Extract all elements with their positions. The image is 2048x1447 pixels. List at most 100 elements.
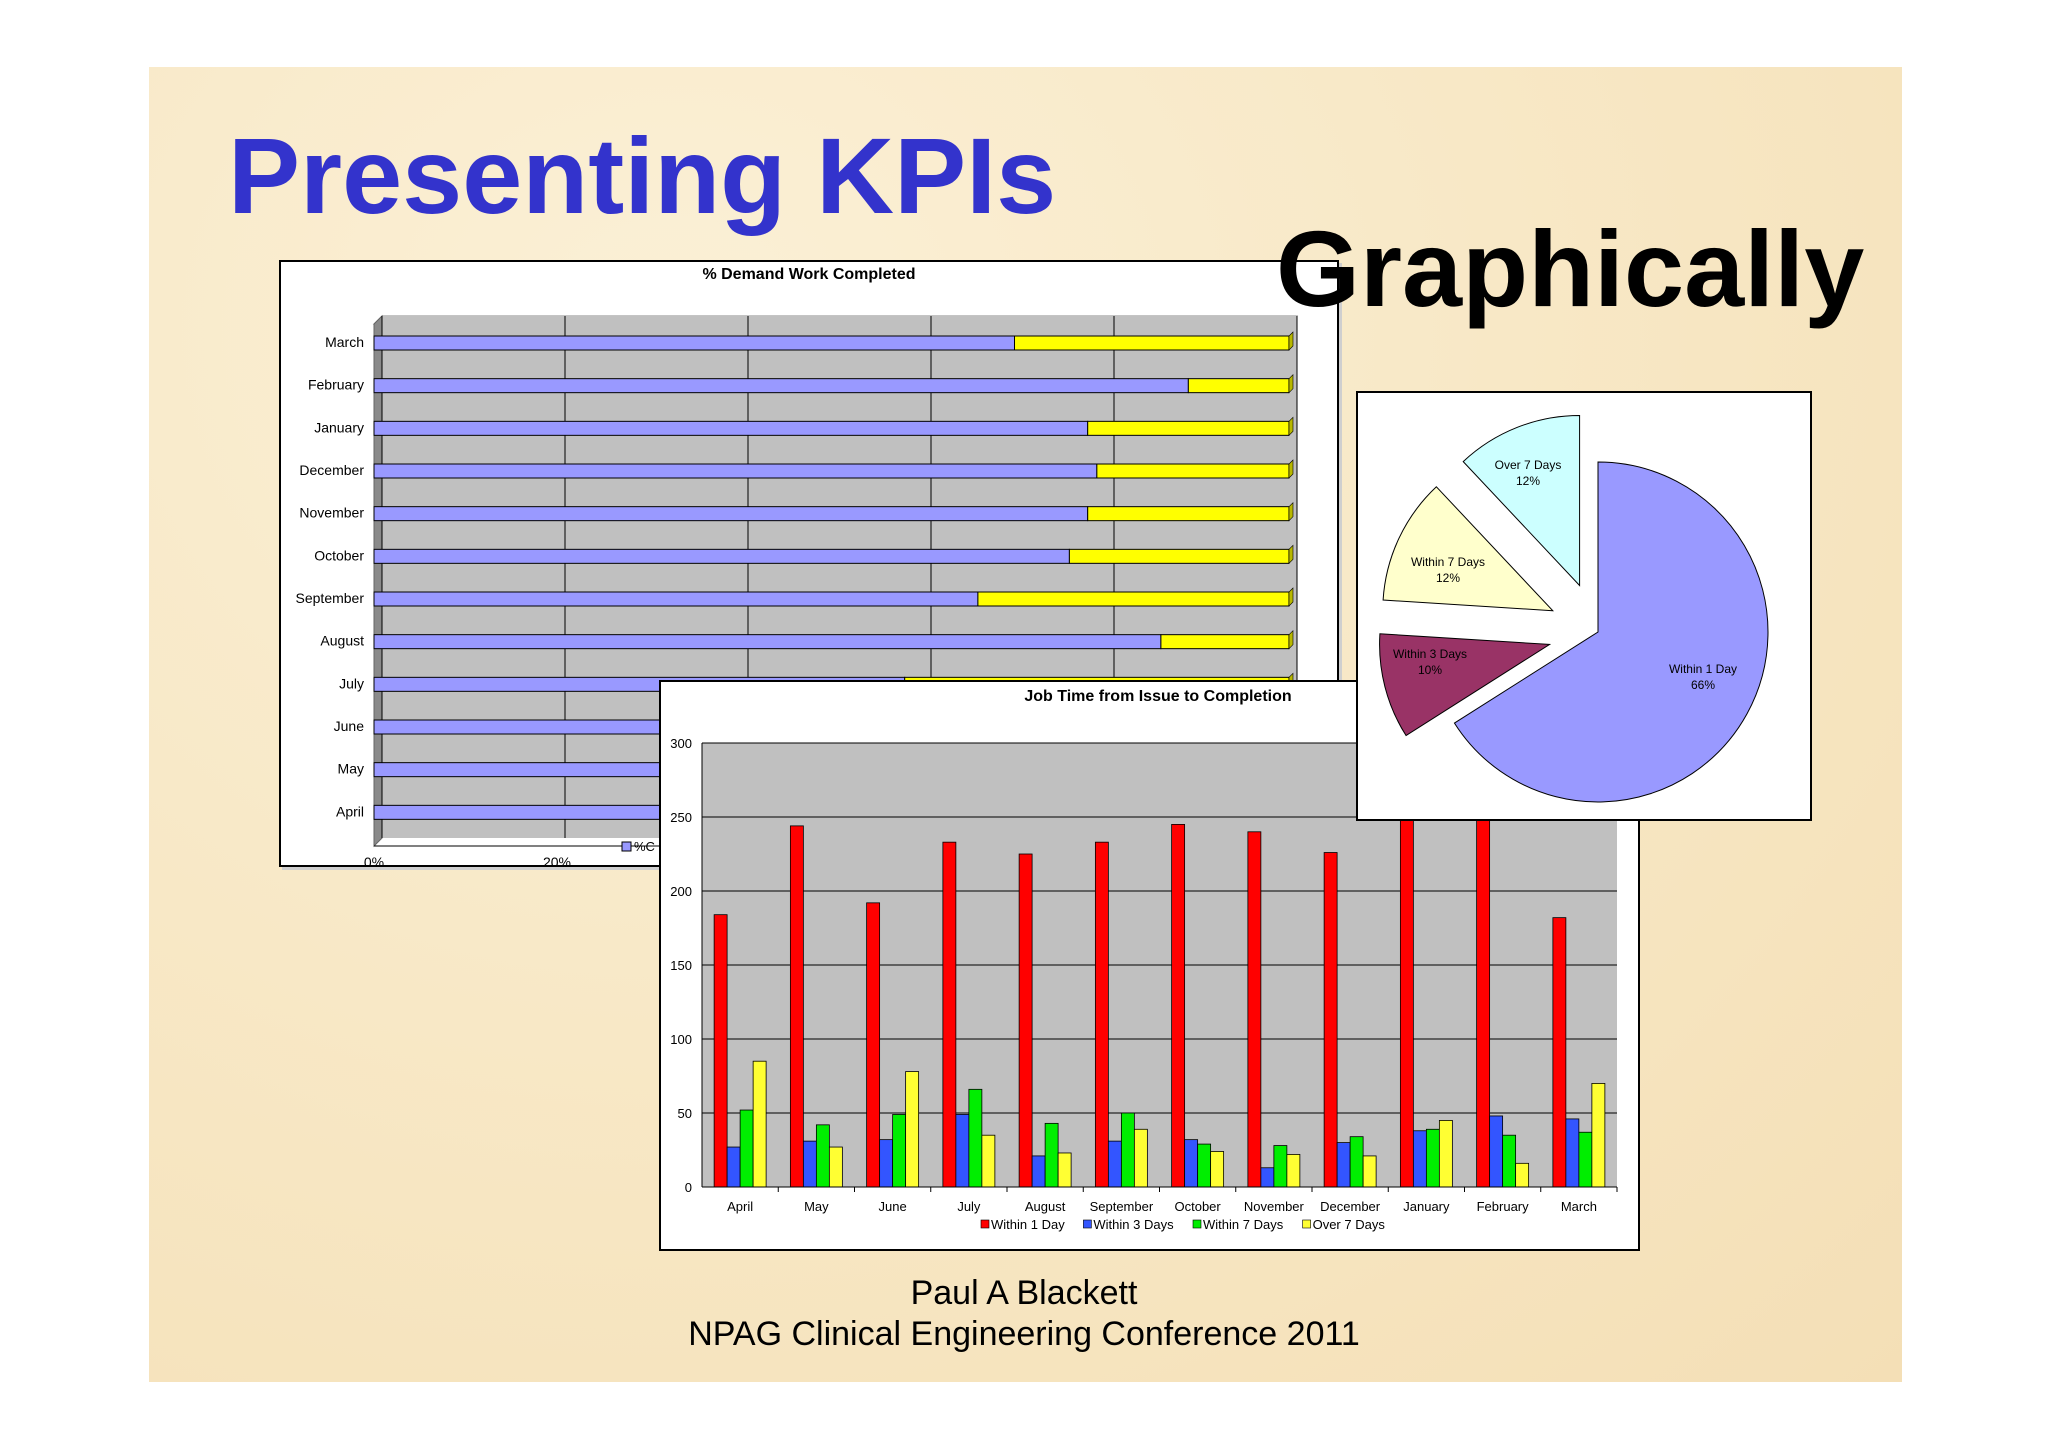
- jobtime-bar-within-3-days: [726, 1146, 741, 1188]
- demand-category-label: December: [299, 462, 364, 478]
- jobtime-category-label: May: [804, 1199, 829, 1214]
- pie-slice-within-3-days: [1379, 633, 1552, 737]
- jobtime-bar-within-1-day: [1247, 831, 1262, 1188]
- demand-completed-bar: [373, 506, 1089, 522]
- pie-slice-within-7-days: [1382, 486, 1554, 612]
- pie-slice-percent: 12%: [1436, 571, 1460, 585]
- demand-remaining-bar: [1087, 420, 1290, 436]
- jobtime-legend-swatch: [1192, 1219, 1202, 1229]
- demand-legend-label: %C: [634, 839, 655, 854]
- jobtime-bar-over-7-days: [1362, 1155, 1377, 1188]
- demand-category-label: July: [339, 675, 364, 691]
- demand-remaining-bar: [1068, 548, 1290, 564]
- demand-category-label: April: [336, 803, 364, 819]
- jobtime-bar-within-1-day: [1552, 917, 1567, 1188]
- demand-remaining-bar: [977, 591, 1290, 607]
- pie-slice-name: Within 3 Days: [1393, 647, 1467, 661]
- demand-remaining-bar: [1087, 506, 1290, 522]
- jobtime-bar-over-7-days: [1057, 1152, 1072, 1188]
- demand-category-label: March: [325, 334, 364, 350]
- jobtime-legend-label: Within 3 Days: [1093, 1217, 1174, 1232]
- demand-legend-swatch: [621, 841, 632, 852]
- demand-remaining-bar: [1096, 463, 1290, 479]
- jobtime-legend-swatch: [980, 1219, 990, 1229]
- footer-author: Paul A Blackett: [910, 1274, 1138, 1312]
- jobtime-category-label: July: [957, 1199, 981, 1214]
- demand-remaining-bar: [1014, 335, 1290, 351]
- slide-title: Presenting KPIs: [228, 115, 1057, 236]
- jobtime-bar-within-3-days: [879, 1139, 894, 1188]
- demand-category-label: October: [314, 547, 364, 563]
- jobtime-bar-within-7-days: [1578, 1131, 1593, 1188]
- jobtime-bar-over-7-days: [1210, 1151, 1225, 1188]
- jobtime-bar-within-3-days: [1260, 1167, 1275, 1188]
- jobtime-bar-within-1-day: [1399, 798, 1414, 1188]
- jobtime-category-label: November: [1244, 1199, 1305, 1214]
- demand-remaining-bar: [1160, 634, 1290, 650]
- jobtime-bar-within-7-days: [1120, 1112, 1135, 1188]
- jobtime-bar-within-7-days: [1273, 1145, 1288, 1188]
- jobtime-bar-within-7-days: [1197, 1143, 1212, 1188]
- jobtime-bar-within-7-days: [1425, 1128, 1440, 1188]
- jobtime-bar-within-1-day: [866, 902, 881, 1188]
- slide-title-continuation: Graphically: [1276, 208, 1865, 329]
- jobtime-legend-label: Within 7 Days: [1203, 1217, 1284, 1232]
- jobtime-y-tick: 150: [670, 958, 692, 973]
- jobtime-bar-within-1-day: [942, 841, 957, 1188]
- jobtime-bar-within-1-day: [1018, 853, 1033, 1188]
- demand-completed-bar: [373, 335, 1015, 351]
- jobtime-bar-within-1-day: [1094, 841, 1109, 1188]
- demand-bar-end-face: [1288, 501, 1294, 522]
- jobtime-bar-within-7-days: [815, 1124, 830, 1188]
- jobtime-y-tick: 300: [670, 736, 692, 751]
- demand-completed-bar: [373, 591, 979, 607]
- pie-slice-over-7-days: [1462, 415, 1581, 587]
- jobtime-category-label: August: [1025, 1199, 1066, 1214]
- jobtime-bar-over-7-days: [1515, 1162, 1530, 1188]
- pie-slice-within-1-day: [1453, 461, 1769, 803]
- jobtime-category-label: December: [1320, 1199, 1381, 1214]
- jobtime-bar-over-7-days: [905, 1071, 920, 1188]
- jobtime-bar-within-3-days: [1412, 1130, 1427, 1188]
- jobtime-bar-within-1-day: [789, 825, 804, 1188]
- jobtime-legend-swatch: [1083, 1219, 1092, 1229]
- demand-completed-bar: [373, 548, 1070, 564]
- pie-slice-percent: 12%: [1516, 474, 1540, 488]
- jobtime-legend-swatch: [1302, 1219, 1311, 1229]
- jobtime-bar-within-1-day: [1171, 823, 1186, 1188]
- jobtime-legend-label: Within 1 Day: [991, 1217, 1065, 1232]
- jobtime-bar-within-7-days: [892, 1114, 907, 1188]
- jobtime-y-tick: 250: [670, 810, 692, 825]
- demand-x-tick: 0%: [364, 854, 384, 865]
- demand-bar-end-face: [1288, 587, 1294, 607]
- jobtime-legend-label: Over 7 Days: [1313, 1217, 1386, 1232]
- pie-slice-name: Within 1 Day: [1669, 662, 1737, 676]
- demand-category-label: June: [334, 718, 365, 734]
- jobtime-category-label: September: [1090, 1199, 1154, 1214]
- jobtime-chart-title: Job Time from Issue to Completion: [1024, 688, 1291, 705]
- demand-category-label: February: [308, 377, 364, 393]
- jobtime-bar-within-1-day: [713, 914, 728, 1188]
- jobtime-bar-within-7-days: [1502, 1134, 1517, 1188]
- jobtime-bar-within-3-days: [1031, 1155, 1046, 1188]
- jobtime-bar-within-7-days: [739, 1109, 754, 1188]
- jobtime-bar-within-7-days: [968, 1088, 983, 1188]
- jobtime-bar-within-1-day: [1476, 804, 1491, 1188]
- jobtime-y-tick: 50: [678, 1106, 692, 1121]
- jobtime-bar-within-7-days: [1349, 1136, 1364, 1188]
- demand-bar-end-face: [1288, 459, 1294, 479]
- demand-category-label: September: [296, 590, 365, 606]
- pie-slice-percent: 66%: [1691, 678, 1715, 692]
- jobtime-bar-within-1-day: [1323, 852, 1338, 1188]
- jobtime-category-label: February: [1477, 1199, 1530, 1214]
- demand-bar-end-face: [1288, 331, 1294, 351]
- demand-bar-end-face: [1288, 373, 1294, 394]
- completion-pie-chart: Within 1 Day 66% Within 3 Days 10% Within 7 …: [1379, 415, 1769, 803]
- jobtime-bar-within-3-days: [1565, 1118, 1580, 1188]
- pie-slice-percent: 10%: [1418, 663, 1442, 677]
- jobtime-category-label: April: [727, 1199, 753, 1214]
- jobtime-bar-over-7-days: [1133, 1128, 1148, 1188]
- pie-slice-name: Over 7 Days: [1495, 458, 1562, 472]
- demand-category-label: August: [320, 633, 364, 649]
- completion-pie-panel: Within 1 Day 66% Within 3 Days 10% Within 7 …: [1356, 391, 1812, 821]
